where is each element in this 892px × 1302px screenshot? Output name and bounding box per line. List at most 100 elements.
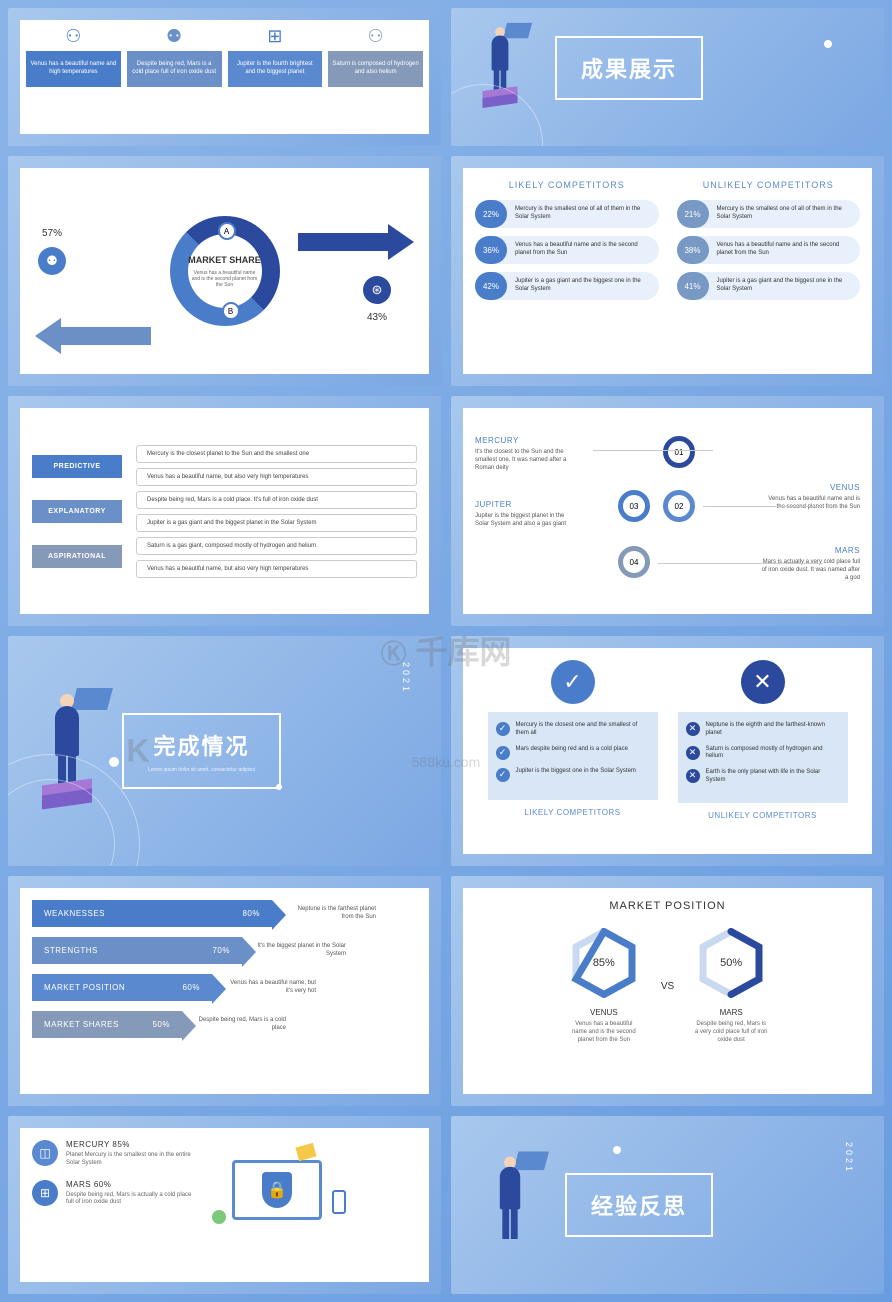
slide-6: MERCURY It's the closest to the Sun and …	[451, 396, 884, 626]
pct-badge: 36%	[475, 236, 507, 264]
arrow-tip-icon	[242, 937, 256, 967]
slide-8: ✓ ✓Mercury is the closest one and the sm…	[451, 636, 884, 866]
feature-text: Despite being red, Mars is a cold place …	[127, 51, 222, 87]
slide-subtitle: Lorem ipsum dolor sit amet, consectetur …	[148, 767, 255, 773]
num-circle: 02	[663, 490, 695, 522]
slide-10: MARKET POSITION 85% VENUS Venus has a be…	[451, 876, 884, 1106]
column-title: UNLIKELY COMPETITORS	[677, 180, 861, 190]
bar-row: MARKET POSITION60% Venus has a beautiful …	[32, 974, 417, 1001]
bar-desc: Neptune is the farthest planet from the …	[286, 906, 376, 922]
chart-desc: Venus has a beautiful name and is the se…	[190, 270, 260, 288]
title-box: 成果展示	[555, 36, 703, 100]
arrow-tip-icon	[182, 1011, 196, 1041]
arrow-left-icon	[35, 318, 61, 354]
node-a: A	[218, 222, 236, 240]
bar-row: MARKET SHARES50%Despite being red, Mars …	[32, 1011, 417, 1038]
planet-block: VENUS Venus has a beautiful name and is …	[760, 483, 860, 512]
feature-box: ⚇ Venus has a beautiful name and high te…	[26, 26, 121, 87]
feature-box: ⚇ Saturn is composed of hydrogen and als…	[328, 26, 423, 87]
arrow-right-icon	[388, 224, 414, 260]
feature-text: Jupiter is the fourth brightest and the …	[228, 51, 323, 87]
num-circle: 04	[618, 546, 650, 578]
stats-column: ◫ MERCURY 85%Planet Mercury is the small…	[32, 1140, 192, 1270]
x-icon: ✕	[741, 660, 785, 704]
slide-1: ⚇ Venus has a beautiful name and high te…	[8, 8, 441, 146]
slide-3: 57% ⚉ MARKET SHARE Venus has a beautiful…	[8, 156, 441, 386]
slide-12: 经验反思 2021	[451, 1116, 884, 1294]
arrow-tip-icon	[272, 900, 286, 930]
percentage: 57%	[42, 228, 62, 239]
competitor-item: 36%Venus has a beautiful name and is the…	[475, 236, 659, 264]
left-side: 57% ⚉	[38, 228, 66, 275]
map-icon: ⊞	[32, 1180, 58, 1206]
globe-icon: ⊛	[363, 276, 391, 304]
person-illustration	[480, 1150, 540, 1261]
center-circle: MARKET SHARE Venus has a beautiful name …	[170, 216, 280, 326]
feature-box: ⚉ Despite being red, Mars is a cold plac…	[127, 26, 222, 87]
slide-5: PREDICTIVE EXPLANATORY ASPIRATIONAL Merc…	[8, 396, 441, 626]
desc-line: Mercury is the closest planet to the Sun…	[136, 445, 417, 463]
chart-title: MARKET SHARE	[188, 255, 261, 265]
metric-bar: MARKET POSITION60%	[32, 974, 212, 1001]
stat-item: ⊞ MARS 60%Despite being red, Mars is act…	[32, 1180, 192, 1208]
column-title: UNLIKELY COMPETITORS	[678, 811, 848, 820]
desc-line: Venus has a beautiful name, but also ver…	[136, 560, 417, 578]
desc-line: Saturn is a gas giant, composed mostly o…	[136, 537, 417, 555]
year-label: 2021	[401, 662, 411, 694]
people-icon: ⚇	[65, 26, 81, 47]
bar-desc: It's the biggest planet in the Solar Sys…	[256, 943, 346, 959]
column-title: LIKELY COMPETITORS	[488, 808, 658, 817]
category-tag: EXPLANATORY	[32, 500, 122, 523]
column-title: LIKELY COMPETITORS	[475, 180, 659, 190]
category-tag: ASPIRATIONAL	[32, 545, 122, 568]
desc-line: Jupiter is a gas giant and the biggest p…	[136, 514, 417, 532]
x-icon: ✕	[686, 746, 700, 760]
hexagon-chart: 50%	[696, 928, 766, 998]
vs-label: VS	[661, 981, 674, 992]
pct-badge: 41%	[677, 272, 709, 300]
feature-text: Saturn is composed of hydrogen and also …	[328, 51, 423, 87]
slide-4: LIKELY COMPETITORS 22%Mercury is the sma…	[451, 156, 884, 386]
tag-column: PREDICTIVE EXPLANATORY ASPIRATIONAL	[32, 455, 122, 568]
group-icon: ⚉	[166, 26, 182, 47]
slide-9: WEAKNESSES80%Neptune is the farthest pla…	[8, 876, 441, 1106]
right-side: ⊛ 43%	[363, 276, 391, 323]
users-icon: ⚉	[38, 247, 66, 275]
node-b: B	[222, 302, 240, 320]
feature-box: ⊞ Jupiter is the fourth brightest and th…	[228, 26, 323, 87]
desc-line: Despite being red, Mars is a cold place.…	[136, 491, 417, 509]
planet-desc: Despite being red, Mars is a very cold p…	[694, 1021, 768, 1044]
year-label: 2021	[844, 1142, 854, 1174]
list-item: ✕Neptune is the eighth and the farthest-…	[686, 722, 840, 738]
likely-column: LIKELY COMPETITORS 22%Mercury is the sma…	[475, 180, 659, 362]
x-icon: ✕	[686, 722, 700, 736]
desc-line: Venus has a beautiful name, but also ver…	[136, 468, 417, 486]
list-item: ✓Mars despite being red and is a cold pl…	[496, 746, 650, 760]
category-tag: PREDICTIVE	[32, 455, 122, 478]
bar-desc: Venus has a beautiful name, but it's ver…	[226, 980, 316, 996]
metric-bar: STRENGTHS70%	[32, 937, 242, 964]
planet-block: JUPITER Jupiter is the biggest planet in…	[475, 500, 575, 529]
check-icon: ✓	[496, 768, 510, 782]
percentage: 43%	[367, 312, 387, 323]
planet-desc: Venus has a beautiful name and is the se…	[567, 1021, 641, 1044]
metric-bar: MARKET SHARES50%	[32, 1011, 182, 1038]
pct-badge: 22%	[475, 200, 507, 228]
hexagon-chart: 85%	[569, 928, 639, 998]
security-illustration: 🔒	[202, 1140, 417, 1270]
planet-name: MARS	[694, 1008, 768, 1017]
num-circle: 03	[618, 490, 650, 522]
competitor-item: 41%Jupiter is a gas giant and the bigges…	[677, 272, 861, 300]
list-item: ✕Earth is the only planet with life in t…	[686, 769, 840, 785]
title-box: 经验反思	[565, 1173, 713, 1237]
slide-2: 成果展示	[451, 8, 884, 146]
check-icon: ✓	[496, 746, 510, 760]
stat-item: ◫ MERCURY 85%Planet Mercury is the small…	[32, 1140, 192, 1168]
num-circle: 01	[663, 436, 695, 468]
arrow-tip-icon	[212, 974, 226, 1004]
x-icon: ✕	[686, 769, 700, 783]
list-item: ✓Jupiter is the biggest one in the Solar…	[496, 768, 650, 782]
lines-column: Mercury is the closest planet to the Sun…	[136, 445, 417, 578]
slide-11: ◫ MERCURY 85%Planet Mercury is the small…	[8, 1116, 441, 1294]
team-icon: ⚇	[368, 26, 384, 47]
